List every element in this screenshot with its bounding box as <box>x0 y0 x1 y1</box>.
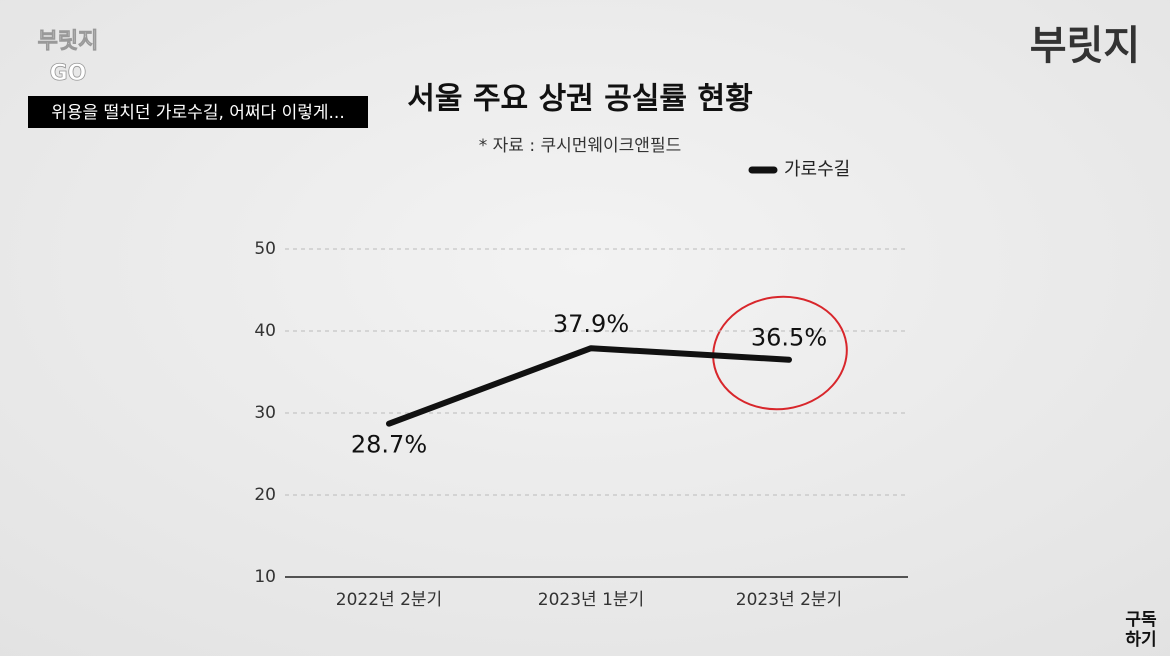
y-tick-label: 20 <box>254 485 276 505</box>
channel-name: 부릿지 <box>38 29 99 54</box>
x-tick-label: 2023년 1분기 <box>538 590 644 610</box>
chart-title: 서울 주요 상권 공실률 현황 <box>407 82 752 117</box>
legend-label: 가로수길 <box>784 159 850 180</box>
data-label: 37.9% <box>553 310 629 338</box>
logo: 부릿지 <box>1030 23 1140 69</box>
x-tick-label: 2023년 2분기 <box>736 590 842 610</box>
channel-name: GO <box>50 61 87 86</box>
x-tick-label: 2022년 2분기 <box>336 590 442 610</box>
y-tick-label: 30 <box>254 403 276 423</box>
y-tick-label: 40 <box>254 321 276 341</box>
data-label: 36.5% <box>751 324 827 352</box>
y-tick-label: 10 <box>254 567 276 587</box>
data-label: 28.7% <box>351 431 427 459</box>
caption-box <box>28 96 368 128</box>
data-line <box>386 345 792 427</box>
chart-subtitle: * 자료 : 쿠시먼웨이크앤필드 <box>479 136 681 156</box>
caption: 위용을 떨치던 가로수길, 어쩌다 이렇게... <box>51 103 344 123</box>
subscribe[interactable]: 구독 <box>1125 610 1157 630</box>
y-tick-label: 50 <box>254 239 276 259</box>
highlight-circle <box>712 295 848 411</box>
subscribe[interactable]: 하기 <box>1125 630 1156 650</box>
